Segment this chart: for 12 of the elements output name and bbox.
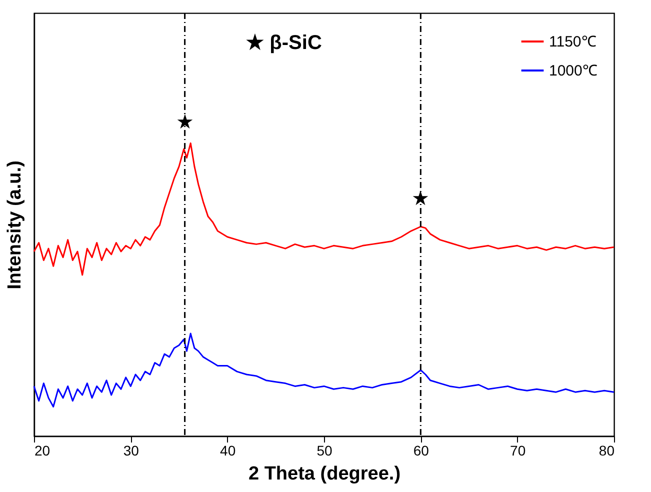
x-tick-label: 20 — [34, 442, 50, 458]
y-axis-title: Intensity (a.u.) — [4, 160, 26, 290]
legend-label: 1000℃ — [549, 62, 598, 80]
x-tick-label: 50 — [316, 442, 332, 458]
x-tick-label: 40 — [220, 442, 236, 458]
x-tick-label: 80 — [598, 442, 615, 458]
x-tick-label: 30 — [123, 442, 140, 458]
legend-label: 1150℃ — [549, 34, 596, 50]
text: ★ β-SiC — [246, 32, 322, 54]
x-axis-title: 2 Theta (degree.) — [248, 464, 401, 484]
x-tick-label: 70 — [510, 442, 526, 458]
x-tick-label: 60 — [413, 442, 430, 458]
